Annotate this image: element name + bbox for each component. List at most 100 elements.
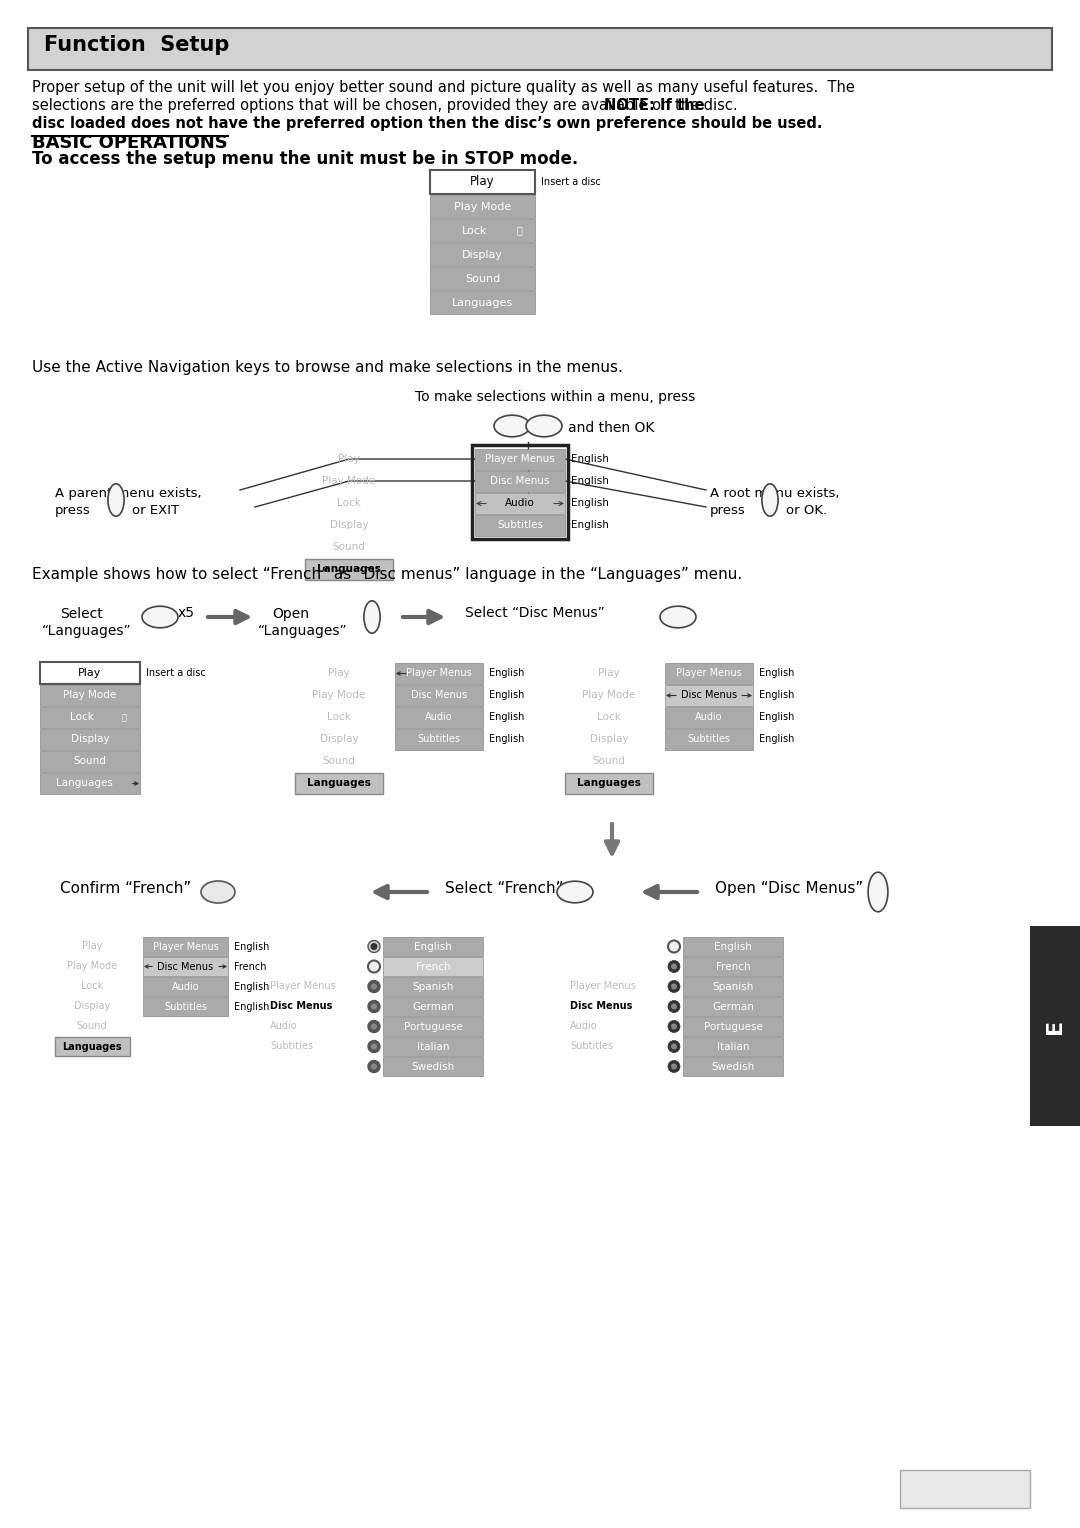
Bar	[395, 685, 483, 706]
Bar	[683, 996, 783, 1016]
Ellipse shape	[868, 872, 888, 912]
Text: Use the Active Navigation keys to browse and make selections in the menus.: Use the Active Navigation keys to browse…	[32, 361, 623, 374]
Text: Play: Play	[82, 941, 103, 950]
Text: Audio: Audio	[426, 712, 453, 723]
Circle shape	[368, 961, 380, 972]
Text: English: English	[489, 669, 525, 678]
Text: press: press	[710, 504, 746, 516]
Text: Open “Disc Menus”: Open “Disc Menus”	[715, 882, 863, 895]
Text: Subtitles: Subtitles	[418, 735, 460, 744]
Bar	[40, 773, 140, 795]
Text: English: English	[759, 669, 795, 678]
Bar	[665, 663, 753, 685]
Bar	[143, 937, 228, 957]
Text: Confirm “French”: Confirm “French”	[60, 882, 191, 895]
Text: Player Menus: Player Menus	[152, 941, 218, 952]
Text: Play: Play	[470, 176, 495, 188]
Text: Spanish: Spanish	[413, 981, 454, 992]
Text: Disc Menus: Disc Menus	[490, 477, 550, 486]
Text: Portuguese: Portuguese	[703, 1022, 762, 1031]
Text: Audio: Audio	[570, 1021, 597, 1031]
Text: English: English	[759, 691, 795, 700]
Text: E: E	[1045, 1019, 1065, 1033]
Text: Player Menus: Player Menus	[270, 981, 336, 992]
Text: OK: OK	[210, 886, 226, 897]
Text: Sound: Sound	[77, 1021, 107, 1031]
Circle shape	[368, 1001, 380, 1013]
Bar	[430, 290, 535, 313]
Text: “Languages”: “Languages”	[42, 623, 132, 639]
Text: English: English	[571, 521, 609, 530]
Circle shape	[669, 961, 680, 972]
Bar	[143, 996, 228, 1016]
Text: Disc Menus: Disc Menus	[570, 1001, 633, 1012]
Bar	[40, 707, 140, 727]
Bar	[430, 219, 535, 241]
Text: Insert a disc: Insert a disc	[541, 177, 600, 186]
Text: Lock: Lock	[81, 981, 103, 992]
Ellipse shape	[201, 882, 235, 903]
Text: English: English	[571, 498, 609, 509]
Text: English: English	[489, 735, 525, 744]
Text: BASIC OPERATIONS: BASIC OPERATIONS	[32, 134, 228, 151]
Text: Swedish: Swedish	[411, 1062, 455, 1071]
Text: English: English	[489, 712, 525, 723]
Text: Play: Play	[598, 668, 620, 678]
Bar	[305, 559, 393, 581]
Bar	[683, 1057, 783, 1076]
Circle shape	[669, 941, 680, 952]
Text: Disc Menus: Disc Menus	[410, 691, 467, 700]
Text: French: French	[234, 961, 267, 972]
Text: Open: Open	[272, 607, 309, 620]
Circle shape	[368, 1041, 380, 1053]
Text: English: English	[571, 454, 609, 465]
Text: Italian: Italian	[717, 1042, 750, 1051]
Bar	[143, 957, 228, 976]
Bar	[475, 449, 565, 471]
Text: To make selections within a menu, press: To make selections within a menu, press	[415, 390, 696, 403]
Ellipse shape	[141, 607, 178, 628]
Text: Player Menus: Player Menus	[570, 981, 636, 992]
Bar	[900, 1470, 1030, 1508]
Circle shape	[671, 964, 677, 969]
Text: Subtitles: Subtitles	[497, 521, 543, 530]
Text: Play Mode: Play Mode	[582, 691, 636, 700]
Text: Spanish: Spanish	[713, 981, 754, 992]
Text: Subtitles: Subtitles	[570, 1041, 613, 1051]
Text: ⚿: ⚿	[122, 714, 127, 723]
Text: Sound: Sound	[323, 756, 355, 766]
Text: Lock: Lock	[70, 712, 94, 723]
Bar	[383, 937, 483, 957]
Circle shape	[368, 1060, 380, 1073]
Text: disc loaded does not have the preferred option then the disc’s own preference sh: disc loaded does not have the preferred …	[32, 116, 823, 131]
Text: English: English	[489, 691, 525, 700]
Text: Display: Display	[590, 733, 629, 744]
Bar	[295, 773, 383, 795]
Text: A root menu exists,: A root menu exists,	[710, 487, 839, 500]
Text: Display: Display	[320, 733, 359, 744]
Text: Sound: Sound	[593, 756, 625, 766]
Bar	[395, 707, 483, 727]
Text: Example shows how to select “French” as “Disc menus” language in the “Languages”: Example shows how to select “French” as …	[32, 567, 742, 582]
Text: Function  Setup: Function Setup	[44, 35, 229, 55]
Text: Audio: Audio	[696, 712, 723, 723]
Text: Play: Play	[338, 454, 360, 465]
Text: Play Mode: Play Mode	[322, 477, 376, 486]
Text: Italian: Italian	[417, 1042, 449, 1051]
Bar	[430, 243, 535, 266]
Text: Portuguese: Portuguese	[404, 1022, 462, 1031]
Text: English: English	[234, 981, 269, 992]
Text: Display: Display	[462, 249, 503, 260]
Circle shape	[671, 1004, 677, 1010]
Text: Display: Display	[70, 735, 109, 744]
Text: Play: Play	[79, 668, 102, 678]
Text: E 13: E 13	[945, 1488, 985, 1507]
Bar	[383, 1057, 483, 1076]
Text: Select “French”: Select “French”	[445, 882, 564, 895]
Bar	[28, 28, 1052, 70]
Circle shape	[368, 941, 380, 952]
Text: Lock: Lock	[597, 712, 621, 723]
Text: x5: x5	[178, 607, 195, 620]
Text: Insert a disc: Insert a disc	[146, 668, 206, 678]
Bar	[665, 685, 753, 706]
